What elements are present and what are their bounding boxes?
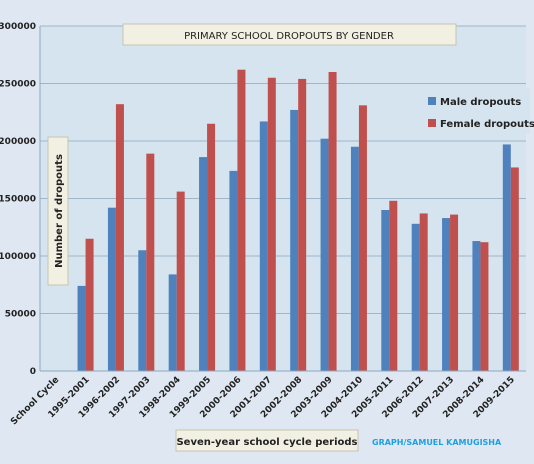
y-tick-label: 250000: [0, 80, 36, 90]
title-box: [122, 23, 457, 46]
bar-female: [115, 104, 124, 371]
bar-female: [176, 191, 185, 371]
bar-female: [298, 78, 307, 372]
bar-male: [411, 223, 420, 371]
y-axis-label: Number of dropouts: [54, 154, 65, 268]
y-tick-label: 0: [30, 367, 36, 377]
credit-text: GRAPH/SAMUEL KAMUGISHA: [372, 438, 502, 447]
bar-male: [77, 285, 86, 371]
x-axis-label: Seven-year school cycle periods: [176, 437, 357, 448]
bar-female: [267, 77, 276, 371]
legend-label-female: Female dropouts: [440, 119, 534, 130]
bar-male: [229, 170, 238, 371]
y-tick-label: 300000: [0, 22, 36, 32]
bar-female: [419, 213, 428, 371]
bar-female: [450, 214, 459, 371]
bar-male: [259, 121, 268, 371]
legend: [420, 88, 530, 134]
bar-male: [168, 274, 177, 371]
bar-male: [107, 207, 116, 371]
y-tick-label: 100000: [0, 252, 36, 262]
ylabel-box: [47, 136, 69, 286]
legend-swatch-female: [428, 119, 436, 127]
y-tick-label: 50000: [5, 310, 36, 320]
bar-male: [138, 250, 147, 371]
chart-title: PRIMARY SCHOOL DROPOUTS BY GENDER: [184, 31, 394, 42]
y-tick-labels: 0 50000 100000 150000 200000 250000 300000: [0, 22, 36, 377]
bar-male: [350, 146, 359, 371]
y-tick-label: 150000: [0, 195, 36, 205]
bar-female: [480, 242, 489, 371]
y-tick-label: 200000: [0, 137, 36, 147]
bar-male: [502, 144, 511, 371]
bar-female: [510, 167, 519, 371]
bar-male: [290, 109, 299, 371]
bar-male: [442, 218, 451, 371]
xlabel-box: [175, 429, 359, 452]
bar-female: [85, 238, 94, 371]
bar-female: [358, 105, 367, 371]
bar-male: [320, 138, 329, 371]
bars: [77, 69, 519, 372]
bar-male: [472, 241, 481, 371]
bar-female: [237, 69, 246, 371]
bar-female: [207, 123, 216, 371]
bar-male: [199, 157, 208, 371]
bar-female: [146, 153, 155, 371]
bar-female: [389, 200, 398, 371]
legend-label-male: Male dropouts: [440, 97, 521, 108]
bar-female: [328, 72, 337, 371]
legend-swatch-male: [428, 97, 436, 105]
bar-male: [381, 210, 390, 371]
